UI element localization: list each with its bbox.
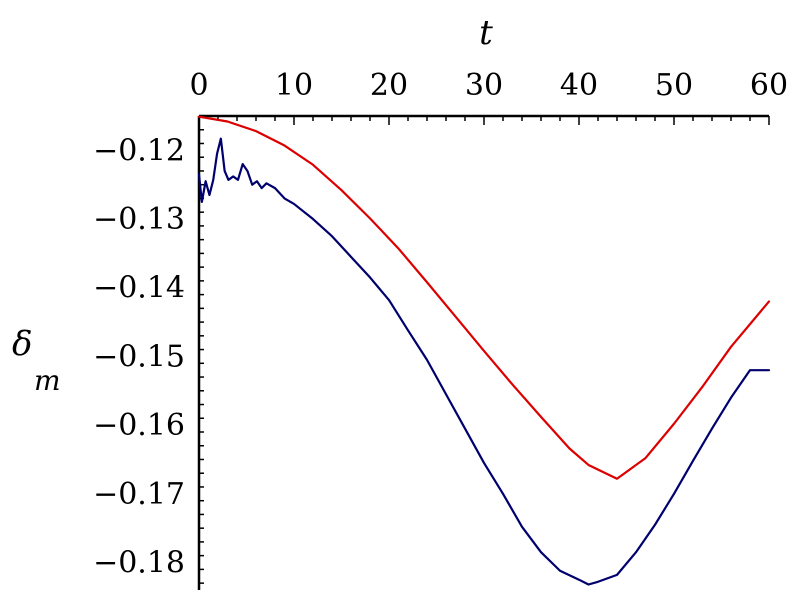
x-tick-label: 50 (655, 68, 693, 103)
y-axis-subscript: m (34, 364, 61, 397)
y-tick-label: −0.13 (93, 202, 185, 237)
x-tick-label: 0 (189, 68, 208, 103)
y-tick-label: −0.15 (93, 339, 185, 374)
y-tick-label: −0.12 (93, 133, 185, 168)
x-tick-label: 10 (275, 68, 313, 103)
y-tick-label: −0.16 (93, 408, 185, 443)
y-tick-label: −0.18 (93, 546, 185, 581)
y-tick-label: −0.14 (93, 271, 185, 306)
axes (197, 114, 769, 590)
x-tick-label: 30 (465, 68, 503, 103)
y-tick-label: −0.17 (93, 477, 185, 512)
series-group (197, 115, 771, 586)
series-line-2 (197, 137, 771, 586)
x-axis-title: t (479, 13, 493, 53)
x-ticks: 0 10 20 30 40 50 60 (189, 68, 788, 125)
x-tick-label: 40 (560, 68, 598, 103)
x-tick-label: 20 (370, 68, 408, 103)
y-ticks: −0.12 −0.13 −0.14 −0.15 −0.16 −0.17 −0.18 (93, 115, 204, 584)
y-axis-title: δ (12, 324, 32, 364)
x-tick-label: 60 (750, 68, 788, 103)
series-line-1 (197, 115, 771, 480)
